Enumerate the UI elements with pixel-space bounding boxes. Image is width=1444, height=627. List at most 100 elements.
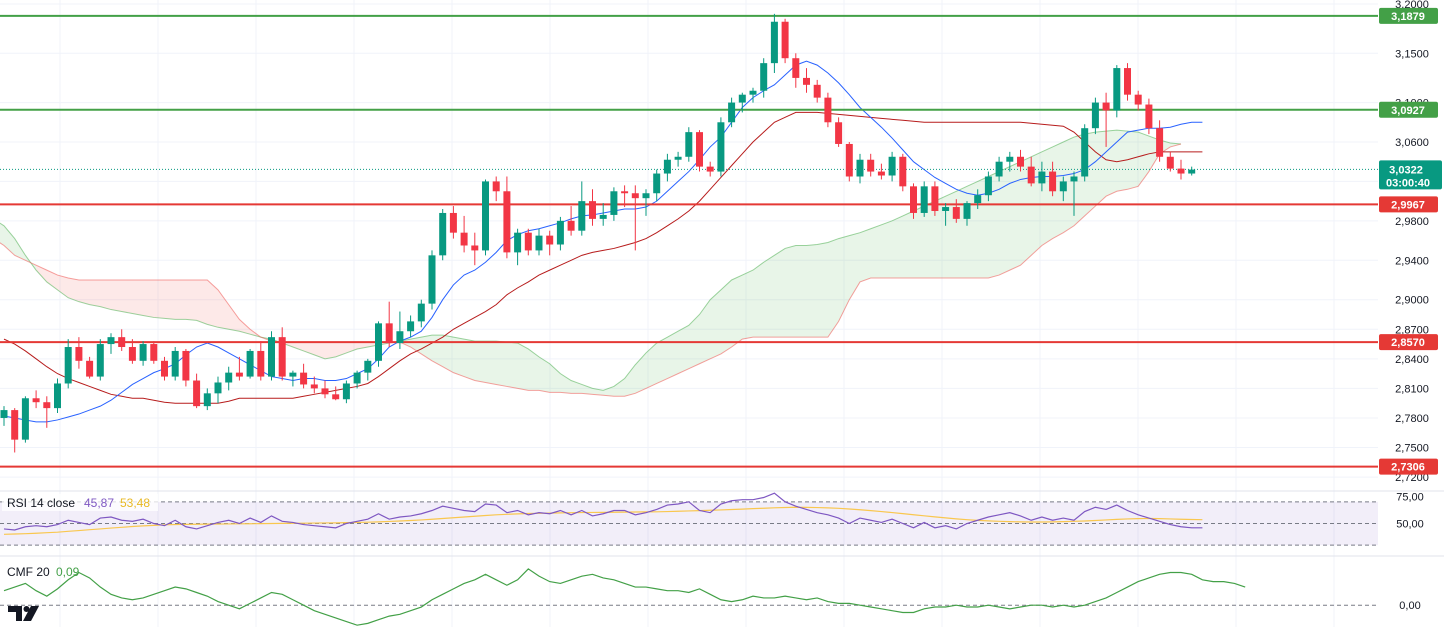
candle[interactable]: [984, 171, 992, 202]
candle[interactable]: [150, 341, 158, 364]
candle[interactable]: [321, 380, 329, 399]
candle[interactable]: [118, 329, 126, 351]
candle[interactable]: [535, 228, 543, 256]
candle[interactable]: [64, 339, 72, 389]
candle[interactable]: [449, 206, 457, 239]
candle[interactable]: [428, 250, 436, 310]
candle[interactable]: [128, 339, 136, 364]
candle[interactable]: [171, 347, 179, 381]
candle[interactable]: [835, 117, 843, 147]
candle[interactable]: [1059, 176, 1067, 202]
candle[interactable]: [1166, 151, 1174, 172]
candle[interactable]: [203, 388, 211, 411]
candle[interactable]: [899, 153, 907, 192]
candle[interactable]: [161, 356, 168, 381]
candle[interactable]: [1188, 166, 1196, 176]
candle[interactable]: [1049, 161, 1057, 197]
price-axis[interactable]: 3,20003,15003,10003,06003,02002,98002,94…: [1395, 0, 1429, 612]
candle[interactable]: [524, 228, 532, 256]
candle[interactable]: [877, 163, 885, 180]
candle[interactable]: [1134, 90, 1142, 111]
cmf-pane[interactable]: [0, 568, 1378, 626]
candle[interactable]: [492, 176, 500, 202]
candle[interactable]: [792, 53, 800, 88]
candle[interactable]: [1070, 171, 1078, 216]
candle[interactable]: [942, 203, 950, 226]
candle[interactable]: [963, 201, 971, 226]
candle[interactable]: [567, 206, 575, 236]
candle[interactable]: [931, 181, 939, 216]
candle[interactable]: [460, 215, 468, 253]
candle[interactable]: [653, 169, 661, 202]
candle[interactable]: [139, 341, 147, 366]
candle[interactable]: [332, 386, 340, 401]
candle[interactable]: [589, 189, 596, 226]
candle[interactable]: [749, 87, 757, 103]
candle[interactable]: [342, 380, 350, 404]
candle[interactable]: [0, 406, 8, 426]
candle[interactable]: [289, 370, 297, 387]
candle[interactable]: [182, 348, 190, 387]
candle[interactable]: [353, 370, 361, 389]
candle[interactable]: [642, 189, 650, 216]
candle[interactable]: [1038, 161, 1046, 192]
candle[interactable]: [663, 153, 671, 182]
candle[interactable]: [770, 13, 778, 73]
candle[interactable]: [803, 68, 810, 93]
candle[interactable]: [1017, 149, 1024, 172]
candle[interactable]: [193, 373, 201, 409]
candle[interactable]: [920, 181, 928, 217]
candle[interactable]: [235, 356, 243, 381]
candle[interactable]: [845, 141, 853, 182]
candle[interactable]: [21, 396, 29, 443]
candle[interactable]: [96, 339, 104, 381]
candle[interactable]: [728, 97, 736, 128]
candle[interactable]: [268, 331, 275, 381]
candle[interactable]: [995, 156, 1003, 182]
candle[interactable]: [11, 408, 19, 453]
candle[interactable]: [278, 327, 286, 381]
candle[interactable]: [86, 356, 94, 379]
candle[interactable]: [556, 216, 564, 251]
candle[interactable]: [1081, 124, 1089, 182]
candle[interactable]: [824, 92, 832, 128]
candle[interactable]: [867, 153, 875, 177]
candle[interactable]: [1124, 63, 1131, 101]
candle[interactable]: [1156, 120, 1164, 162]
candle[interactable]: [396, 311, 404, 349]
candle[interactable]: [385, 301, 393, 348]
candle[interactable]: [1177, 159, 1185, 180]
candle[interactable]: [43, 396, 51, 428]
candle[interactable]: [621, 185, 629, 208]
candle[interactable]: [1006, 151, 1014, 172]
candle[interactable]: [503, 176, 511, 259]
cmf-legend[interactable]: CMF 20 0,09: [7, 565, 80, 579]
candle[interactable]: [856, 153, 864, 184]
candle[interactable]: [717, 117, 725, 177]
candle[interactable]: [546, 230, 554, 256]
candle[interactable]: [888, 151, 896, 182]
candle[interactable]: [514, 228, 522, 266]
candle[interactable]: [578, 181, 586, 236]
candle[interactable]: [738, 92, 746, 113]
candle[interactable]: [1145, 98, 1153, 135]
candle[interactable]: [696, 130, 703, 172]
candle[interactable]: [685, 127, 693, 162]
candle[interactable]: [257, 341, 265, 381]
candle[interactable]: [407, 315, 415, 338]
candle[interactable]: [225, 366, 233, 391]
candle[interactable]: [952, 199, 960, 223]
rsi-legend[interactable]: RSI 14 close 45,87 53,48: [2, 494, 158, 511]
candle[interactable]: [1102, 92, 1110, 147]
candle[interactable]: [974, 189, 982, 210]
candle[interactable]: [1091, 97, 1099, 135]
candle[interactable]: [781, 18, 789, 64]
candle[interactable]: [760, 58, 768, 98]
candle[interactable]: [75, 337, 83, 369]
candle[interactable]: [246, 348, 254, 379]
candle[interactable]: [813, 79, 821, 103]
candle[interactable]: [300, 363, 308, 389]
candle[interactable]: [375, 321, 382, 367]
candle[interactable]: [54, 378, 61, 414]
